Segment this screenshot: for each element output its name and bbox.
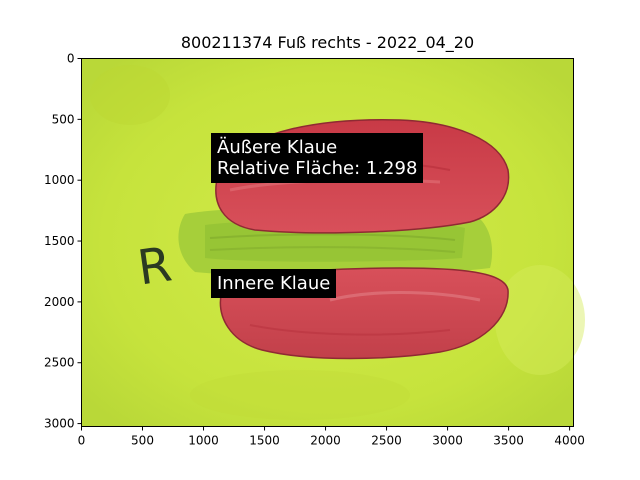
y-tick-label: 2000 bbox=[44, 295, 75, 309]
x-tick-label: 1500 bbox=[249, 434, 280, 448]
y-tick-label: 0 bbox=[67, 52, 75, 66]
axes-frame bbox=[81, 58, 574, 427]
x-tick-label: 0 bbox=[78, 434, 86, 448]
x-tick-label: 2000 bbox=[310, 434, 341, 448]
x-tick-label: 3500 bbox=[493, 434, 524, 448]
y-tick-label: 1500 bbox=[44, 234, 75, 248]
plot-title: 800211374 Fuß rechts - 2022_04_20 bbox=[180, 33, 475, 52]
x-tick-label: 2500 bbox=[371, 434, 402, 448]
x-tick-label: 1000 bbox=[188, 434, 219, 448]
photo-image: R bbox=[81, 58, 585, 427]
y-tick-label: 1000 bbox=[44, 173, 75, 187]
y-tick-label: 2500 bbox=[44, 356, 75, 370]
inner-claw-label: Innere Klaue bbox=[211, 269, 337, 298]
y-tick-label: 3000 bbox=[44, 417, 75, 431]
x-tick-label: 500 bbox=[131, 434, 154, 448]
marker-letter: R bbox=[134, 236, 175, 296]
x-tick-label: 4000 bbox=[554, 434, 585, 448]
y-tick-label: 500 bbox=[52, 112, 75, 126]
x-axis: 0 500 1000 1500 2000 2500 3000 3500 4000 bbox=[78, 426, 585, 448]
y-axis: 0 500 1000 1500 2000 2500 3000 bbox=[44, 52, 82, 431]
outer-claw-label: Äußere Klaue Relative Fläche: 1.298 bbox=[211, 133, 424, 183]
x-tick-label: 3000 bbox=[432, 434, 463, 448]
